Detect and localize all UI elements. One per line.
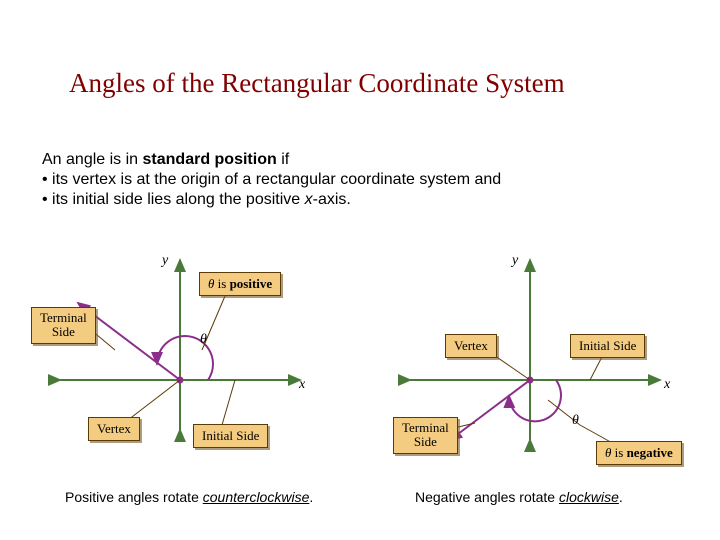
left-terminal-callout: TerminalSide — [31, 307, 96, 344]
left-y-label: y — [162, 253, 168, 269]
left-x-label: x — [299, 377, 305, 393]
left-cap-a: Positive angles rotate — [65, 489, 203, 505]
left-pos-word: positive — [230, 276, 273, 291]
right-cap-c: . — [619, 489, 623, 505]
left-caption: Positive angles rotate counterclockwise. — [65, 489, 313, 505]
right-cap-b: clockwise — [559, 489, 619, 505]
right-negative-callout: θ is negative — [596, 441, 682, 465]
right-initial-callout: Initial Side — [570, 334, 645, 358]
left-pos-is: is — [214, 276, 229, 291]
right-cap-a: Negative angles rotate — [415, 489, 559, 505]
left-vertex-callout: Vertex — [88, 417, 140, 441]
left-initial-callout: Initial Side — [193, 424, 268, 448]
right-caption: Negative angles rotate clockwise. — [415, 489, 623, 505]
right-neg-is: is — [611, 445, 626, 460]
right-terminal-callout: TerminalSide — [393, 417, 458, 454]
left-positive-callout: θ is positive — [199, 272, 281, 296]
right-neg-word: negative — [627, 445, 673, 460]
right-theta: θ — [572, 413, 579, 429]
right-x-label: x — [664, 377, 670, 393]
left-cap-c: . — [309, 489, 313, 505]
left-cap-b: counterclockwise — [203, 489, 310, 505]
right-y-label: y — [512, 253, 518, 269]
left-theta: θ — [200, 332, 207, 348]
right-vertex-callout: Vertex — [445, 334, 497, 358]
